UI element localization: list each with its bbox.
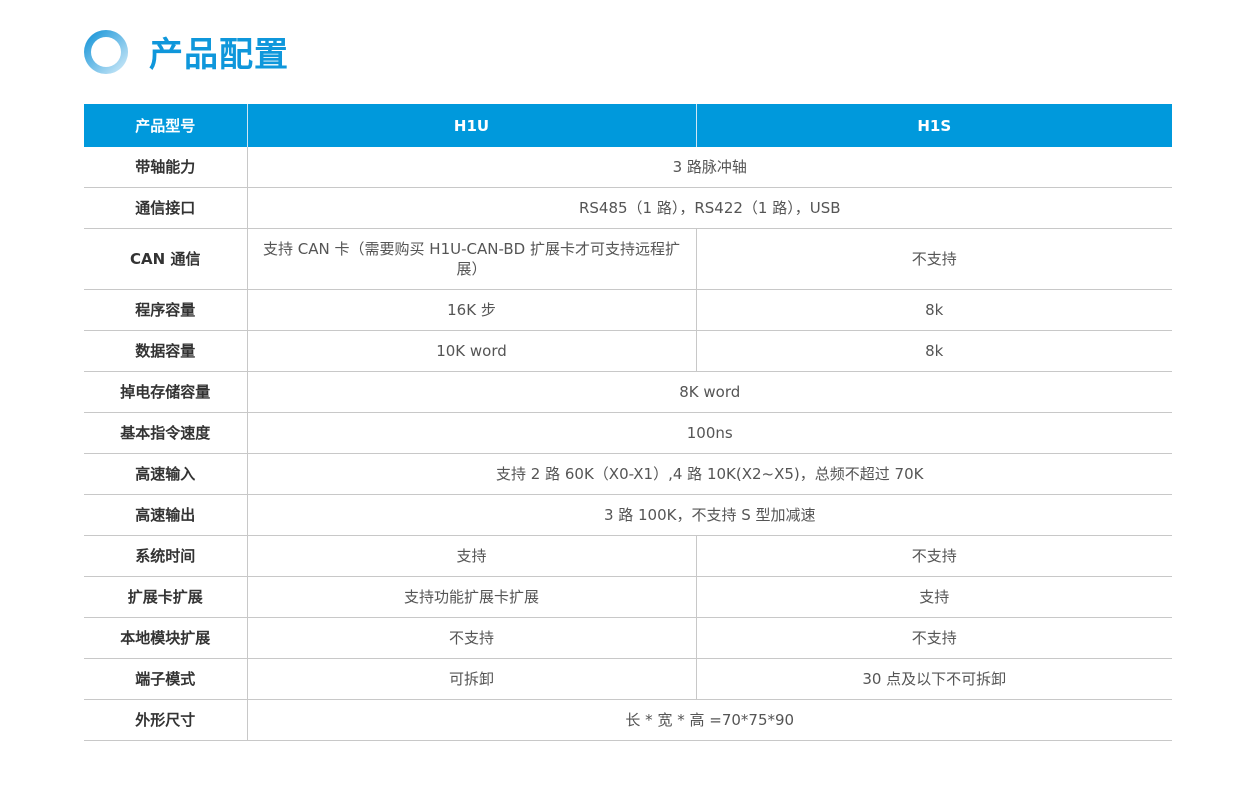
cell-h1s: 不支持 <box>696 617 1172 659</box>
row-label: 程序容量 <box>84 289 248 331</box>
cell-h1u: 支持功能扩展卡扩展 <box>247 576 697 618</box>
table-row: 基本指令速度 100ns <box>84 412 1172 454</box>
cell-shared: 长 * 宽 * 高 =70*75*90 <box>247 699 1172 741</box>
table-row: 本地模块扩展 不支持 不支持 <box>84 617 1172 659</box>
row-label: 基本指令速度 <box>84 412 248 454</box>
table-row: 通信接口 RS485（1 路），RS422（1 路），USB <box>84 187 1172 229</box>
table-row: 程序容量 16K 步 8k <box>84 289 1172 331</box>
cell-h1s: 支持 <box>696 576 1172 618</box>
cell-shared: 3 路脉冲轴 <box>247 147 1172 188</box>
cell-shared: RS485（1 路），RS422（1 路），USB <box>247 187 1172 229</box>
row-label: 数据容量 <box>84 330 248 372</box>
cell-h1s: 8k <box>696 330 1172 372</box>
cell-h1u: 支持 CAN 卡（需要购买 H1U-CAN-BD 扩展卡才可支持远程扩展） <box>247 228 697 290</box>
cell-h1s: 30 点及以下不可拆卸 <box>696 658 1172 700</box>
cell-h1u: 支持 <box>247 535 697 577</box>
page-title: 产品配置 <box>149 35 289 75</box>
cell-shared: 支持 2 路 60K（X0-X1）,4 路 10K(X2~X5)，总频不超过 7… <box>247 453 1172 495</box>
header-h1s: H1S <box>695 104 1172 147</box>
cell-h1s: 不支持 <box>696 228 1172 290</box>
table-row: 系统时间 支持 不支持 <box>84 535 1172 577</box>
row-label: 掉电存储容量 <box>84 371 248 413</box>
table-row: 高速输出 3 路 100K，不支持 S 型加减速 <box>84 494 1172 536</box>
cell-h1u: 10K word <box>247 330 697 372</box>
row-label: 带轴能力 <box>84 147 248 188</box>
table-row: 数据容量 10K word 8k <box>84 330 1172 372</box>
cell-h1s: 8k <box>696 289 1172 331</box>
table-row: 掉电存储容量 8K word <box>84 371 1172 413</box>
row-label: 高速输出 <box>84 494 248 536</box>
row-label: 高速输入 <box>84 453 248 495</box>
row-label: CAN 通信 <box>84 228 248 290</box>
cell-h1u: 16K 步 <box>247 289 697 331</box>
table-header-row: 产品型号 H1U H1S <box>84 104 1172 147</box>
row-label: 扩展卡扩展 <box>84 576 248 618</box>
cell-shared: 8K word <box>247 371 1172 413</box>
cell-h1u: 不支持 <box>247 617 697 659</box>
row-label: 外形尺寸 <box>84 699 248 741</box>
cell-h1u: 可拆卸 <box>247 658 697 700</box>
table-row: CAN 通信 支持 CAN 卡（需要购买 H1U-CAN-BD 扩展卡才可支持远程… <box>84 228 1172 290</box>
section-heading: 产品配置 <box>84 27 289 76</box>
table-row: 端子模式 可拆卸 30 点及以下不可拆卸 <box>84 658 1172 700</box>
header-h1u: H1U <box>246 104 696 147</box>
row-label: 通信接口 <box>84 187 248 229</box>
ring-icon <box>84 30 128 74</box>
row-label: 端子模式 <box>84 658 248 700</box>
table-row: 高速输入 支持 2 路 60K（X0-X1）,4 路 10K(X2~X5)，总频不… <box>84 453 1172 495</box>
cell-shared: 100ns <box>247 412 1172 454</box>
cell-shared: 3 路 100K，不支持 S 型加减速 <box>247 494 1172 536</box>
row-label: 本地模块扩展 <box>84 617 248 659</box>
cell-h1s: 不支持 <box>696 535 1172 577</box>
row-label: 系统时间 <box>84 535 248 577</box>
header-model: 产品型号 <box>84 104 247 147</box>
product-config-table: 产品型号 H1U H1S 带轴能力 3 路脉冲轴 通信接口 RS485（1 路），RS… <box>84 104 1172 741</box>
table-row: 外形尺寸长 * 宽 * 高 =70*75*90 <box>84 699 1172 741</box>
table-row: 扩展卡扩展 支持功能扩展卡扩展 支持 <box>84 576 1172 618</box>
table-row: 带轴能力 3 路脉冲轴 <box>84 147 1172 188</box>
